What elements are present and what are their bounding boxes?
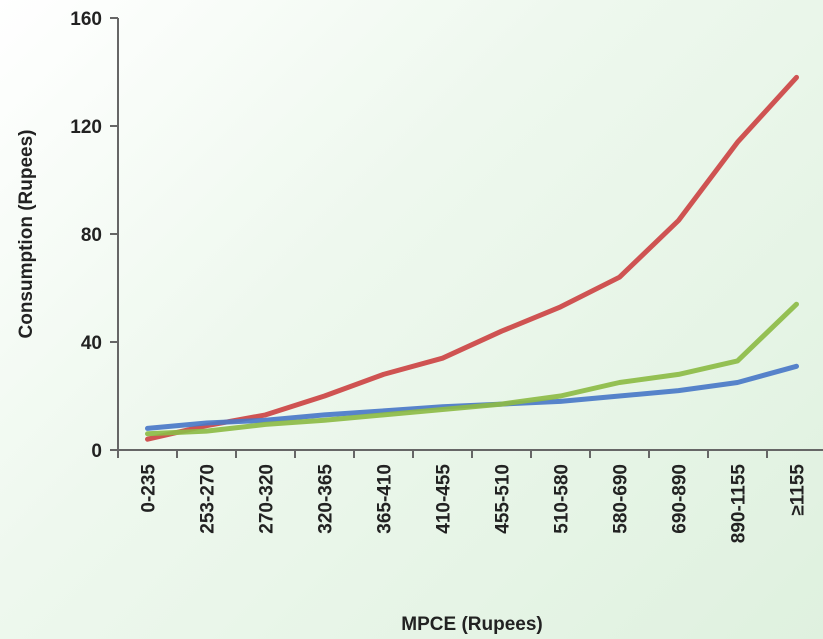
x-tick-label: 365-410 <box>375 464 396 534</box>
x-axis-title: MPCE (Rupees) <box>401 614 542 635</box>
x-axis-ticks: 0-235 253-270 270-320 320-365 365-410 410-455… <box>117 450 809 544</box>
x-tick-label: ≥1155 <box>788 464 809 516</box>
y-tick-label: 120 <box>70 117 102 138</box>
x-tick-label: 410-455 <box>434 464 455 534</box>
y-tick-label: 80 <box>81 225 102 246</box>
series-lines <box>145 74 799 442</box>
series-line-1 <box>145 74 799 442</box>
x-tick-label: 455-510 <box>493 464 514 534</box>
x-tick-label: 890-1155 <box>729 464 750 544</box>
y-tick-label: 40 <box>81 333 102 354</box>
y-tick-label: 0 <box>91 441 102 462</box>
series-line-3 <box>145 301 799 437</box>
x-tick-label: 580-690 <box>611 464 632 534</box>
y-axis-title: Consumption (Rupees) <box>16 130 37 339</box>
x-tick-label: 0-235 <box>139 464 160 513</box>
series-line-2 <box>145 363 799 431</box>
x-tick-label: 690-890 <box>670 464 691 534</box>
x-tick-label: 253-270 <box>198 464 219 534</box>
y-tick-label: 160 <box>70 9 102 30</box>
x-tick-label: 320-365 <box>316 464 337 534</box>
x-tick-label: 510-580 <box>552 464 573 534</box>
x-tick-label: 270-320 <box>257 464 278 534</box>
y-axis-ticks: 0 40 80 120 160 <box>70 9 118 462</box>
